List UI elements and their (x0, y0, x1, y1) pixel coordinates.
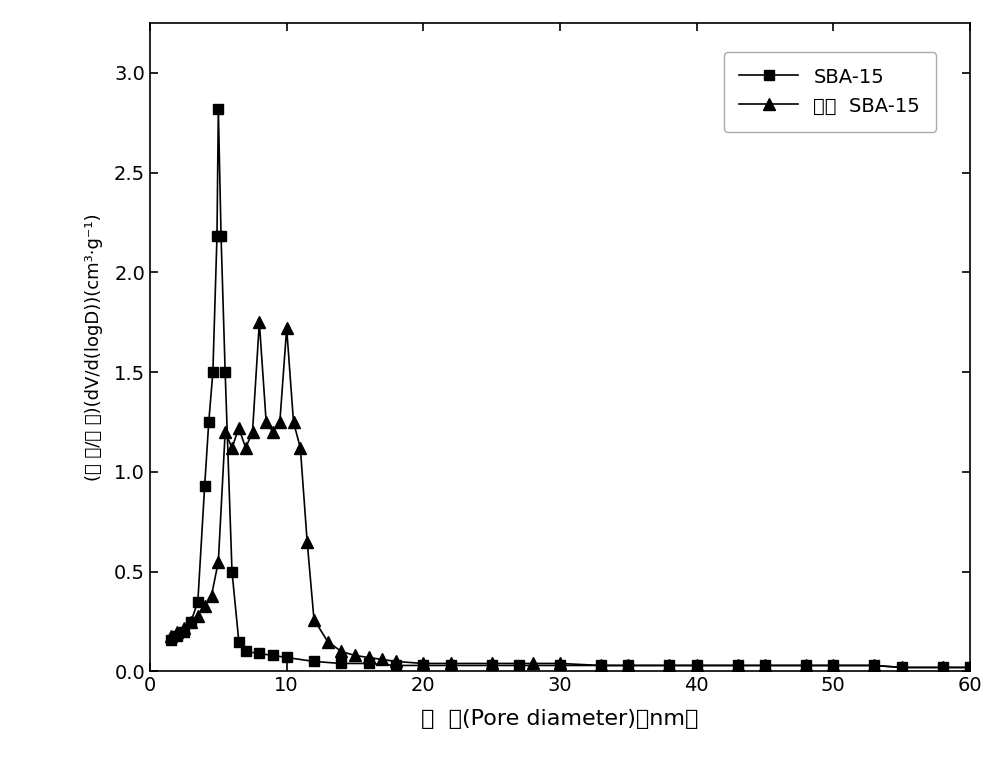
SBA-15 (178, 627, 190, 636)
SBA-15 (240, 647, 252, 656)
SBA-15 (663, 661, 675, 670)
SBA-15 (335, 659, 347, 668)
SBA-15 (759, 661, 771, 670)
扩孔  SBA-15 (595, 661, 607, 670)
扩孔  SBA-15 (663, 661, 675, 670)
SBA-15 (226, 567, 238, 576)
SBA-15 (622, 661, 634, 670)
SBA-15 (363, 659, 375, 668)
扩孔  SBA-15 (199, 601, 211, 610)
SBA-15 (219, 368, 231, 377)
扩孔  SBA-15 (281, 324, 293, 333)
SBA-15 (192, 597, 204, 606)
扩孔  SBA-15 (301, 537, 313, 546)
SBA-15 (800, 661, 812, 670)
扩孔  SBA-15 (246, 427, 258, 436)
SBA-15 (185, 617, 197, 626)
Line: 扩孔  SBA-15: 扩孔 SBA-15 (165, 317, 976, 673)
扩孔  SBA-15 (417, 659, 429, 668)
SBA-15 (732, 661, 744, 670)
Y-axis label: (孔 容/孔 径)(dV/d(logD))(cm³·g⁻¹): (孔 容/孔 径)(dV/d(logD))(cm³·g⁻¹) (85, 214, 103, 481)
SBA-15 (445, 661, 457, 670)
SBA-15 (211, 232, 223, 241)
扩孔  SBA-15 (527, 659, 539, 668)
SBA-15 (417, 661, 429, 670)
扩孔  SBA-15 (896, 663, 908, 672)
SBA-15 (595, 661, 607, 670)
扩孔  SBA-15 (390, 657, 402, 666)
扩孔  SBA-15 (335, 647, 347, 656)
扩孔  SBA-15 (445, 659, 457, 668)
SBA-15 (937, 663, 949, 672)
SBA-15 (827, 661, 839, 670)
X-axis label: 孔  径(Pore diameter)（nm）: 孔 径(Pore diameter)（nm） (421, 709, 699, 729)
SBA-15 (513, 661, 525, 670)
扩孔  SBA-15 (206, 591, 218, 600)
扩孔  SBA-15 (171, 627, 183, 636)
扩孔  SBA-15 (294, 443, 306, 452)
SBA-15 (171, 631, 183, 640)
SBA-15 (253, 649, 265, 658)
扩孔  SBA-15 (267, 427, 279, 436)
扩孔  SBA-15 (759, 661, 771, 670)
扩孔  SBA-15 (554, 659, 566, 668)
扩孔  SBA-15 (691, 661, 703, 670)
SBA-15 (233, 637, 245, 646)
扩孔  SBA-15 (185, 617, 197, 626)
SBA-15 (964, 663, 976, 672)
扩孔  SBA-15 (288, 417, 300, 427)
扩孔  SBA-15 (322, 637, 334, 646)
扩孔  SBA-15 (732, 661, 744, 670)
Legend: SBA-15, 扩孔  SBA-15: SBA-15, 扩孔 SBA-15 (724, 52, 936, 132)
扩孔  SBA-15 (233, 423, 245, 433)
SBA-15 (486, 661, 498, 670)
SBA-15 (308, 657, 320, 666)
SBA-15 (868, 661, 880, 670)
SBA-15 (215, 232, 227, 241)
SBA-15 (691, 661, 703, 670)
扩孔  SBA-15 (964, 663, 976, 672)
扩孔  SBA-15 (192, 611, 204, 620)
扩孔  SBA-15 (253, 317, 265, 327)
SBA-15 (203, 417, 215, 427)
扩孔  SBA-15 (363, 653, 375, 662)
扩孔  SBA-15 (240, 443, 252, 452)
扩孔  SBA-15 (212, 557, 224, 566)
扩孔  SBA-15 (308, 615, 320, 624)
扩孔  SBA-15 (376, 655, 388, 664)
Line: SBA-15: SBA-15 (166, 104, 975, 672)
扩孔  SBA-15 (486, 659, 498, 668)
扩孔  SBA-15 (219, 427, 231, 436)
SBA-15 (164, 635, 177, 644)
SBA-15 (281, 653, 293, 662)
SBA-15 (212, 104, 224, 113)
SBA-15 (199, 481, 211, 491)
扩孔  SBA-15 (164, 631, 177, 640)
扩孔  SBA-15 (937, 663, 949, 672)
扩孔  SBA-15 (274, 417, 286, 427)
SBA-15 (390, 661, 402, 670)
扩孔  SBA-15 (349, 651, 361, 660)
SBA-15 (207, 368, 219, 377)
扩孔  SBA-15 (622, 661, 634, 670)
扩孔  SBA-15 (178, 623, 190, 632)
扩孔  SBA-15 (827, 661, 839, 670)
SBA-15 (554, 661, 566, 670)
扩孔  SBA-15 (868, 661, 880, 670)
SBA-15 (267, 651, 279, 660)
扩孔  SBA-15 (260, 417, 272, 427)
扩孔  SBA-15 (226, 443, 238, 452)
SBA-15 (896, 663, 908, 672)
扩孔  SBA-15 (800, 661, 812, 670)
